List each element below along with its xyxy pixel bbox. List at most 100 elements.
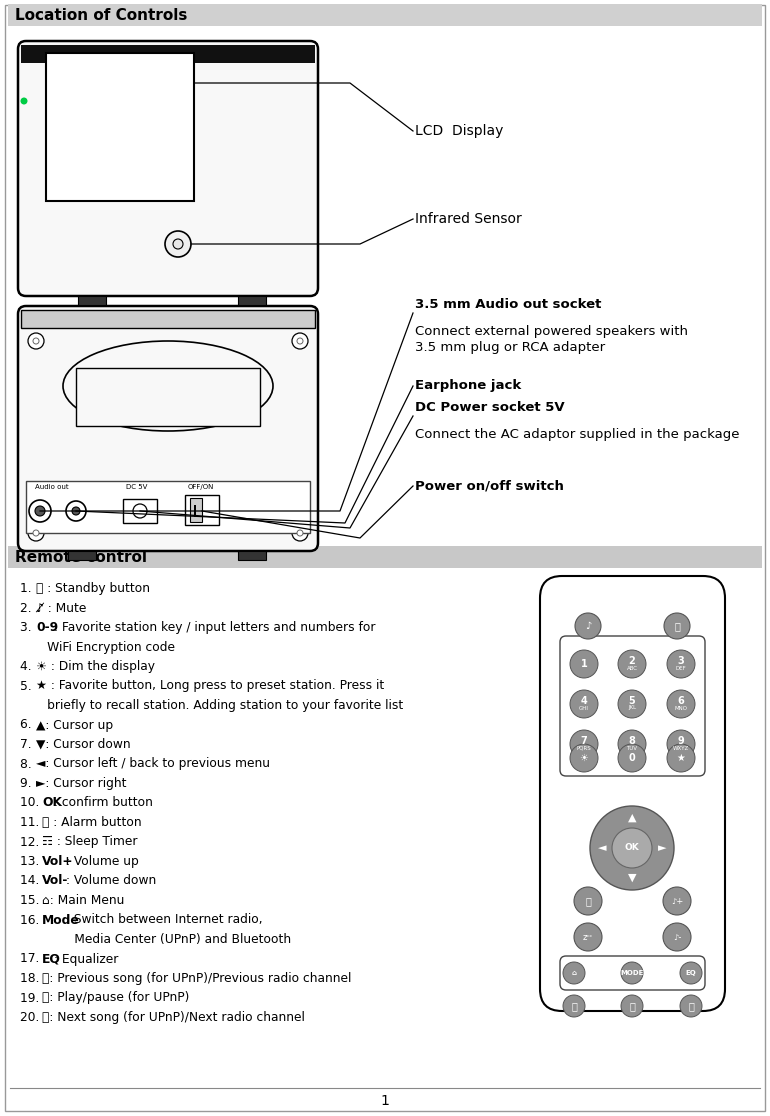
Text: 19.: 19.	[20, 991, 43, 1004]
Text: 8.: 8.	[20, 758, 35, 770]
Text: ◄: Cursor left / back to previous menu: ◄: Cursor left / back to previous menu	[36, 758, 270, 770]
Bar	[190, 498, 202, 522]
Text: ▼: Cursor down: ▼: Cursor down	[36, 738, 131, 751]
Circle shape	[667, 690, 695, 718]
Circle shape	[21, 97, 28, 105]
Text: TUV: TUV	[627, 745, 638, 750]
Text: 7: 7	[581, 735, 588, 745]
Text: ⏭: Next song (for UPnP)/Next radio channel: ⏭: Next song (for UPnP)/Next radio chann…	[42, 1011, 305, 1024]
Text: ◄: ◄	[598, 843, 606, 853]
Text: : Switch between Internet radio,: : Switch between Internet radio,	[66, 914, 263, 926]
Circle shape	[618, 730, 646, 758]
Text: 13.: 13.	[20, 855, 43, 868]
Text: 20.: 20.	[20, 1011, 43, 1024]
Text: ⏰ : Alarm button: ⏰ : Alarm button	[42, 816, 142, 829]
Bar	[8, 4, 762, 26]
Text: : Favorite station key / input letters and numbers for: : Favorite station key / input letters a…	[55, 620, 376, 634]
Text: ▼: ▼	[628, 873, 636, 883]
Text: ♪-: ♪-	[673, 933, 681, 942]
Circle shape	[292, 333, 308, 349]
Circle shape	[574, 887, 602, 915]
Circle shape	[618, 650, 646, 679]
Bar	[21, 45, 315, 62]
Circle shape	[29, 500, 51, 522]
Circle shape	[173, 239, 183, 249]
Circle shape	[35, 506, 45, 516]
Bar	[76, 368, 260, 426]
Circle shape	[664, 613, 690, 639]
Text: 9.: 9.	[20, 777, 35, 790]
Text: ☀: ☀	[580, 753, 588, 763]
Text: ►: Cursor right: ►: Cursor right	[36, 777, 127, 790]
Circle shape	[570, 744, 598, 772]
Text: 0-9: 0-9	[36, 620, 59, 634]
Text: 1: 1	[581, 660, 588, 668]
Text: 16.: 16.	[20, 914, 43, 926]
Text: : Volume down: : Volume down	[66, 875, 156, 887]
Circle shape	[28, 333, 44, 349]
Text: ⏮: ⏮	[571, 1001, 577, 1011]
Text: DC 5V: DC 5V	[126, 484, 147, 490]
Text: EQ: EQ	[42, 952, 61, 965]
Text: 15.: 15.	[20, 894, 43, 907]
Text: 18.: 18.	[20, 972, 43, 985]
Text: MNO: MNO	[675, 705, 688, 711]
Text: 1: 1	[380, 1094, 390, 1108]
Circle shape	[66, 501, 86, 521]
Circle shape	[667, 730, 695, 758]
Text: 7.: 7.	[20, 738, 35, 751]
Text: 3.: 3.	[20, 620, 35, 634]
Text: ☀ : Dim the display: ☀ : Dim the display	[36, 660, 156, 673]
Circle shape	[590, 806, 674, 889]
Text: ABC: ABC	[627, 665, 638, 671]
Text: 0: 0	[628, 753, 635, 763]
Text: ⏰: ⏰	[585, 896, 591, 906]
Circle shape	[570, 650, 598, 679]
Text: ▲: Cursor up: ▲: Cursor up	[36, 719, 114, 731]
Circle shape	[667, 744, 695, 772]
Bar	[78, 296, 106, 305]
FancyBboxPatch shape	[540, 576, 725, 1011]
Text: ⏻: ⏻	[674, 620, 680, 631]
Text: 1.: 1.	[20, 583, 35, 595]
Text: ⏻ : Standby button: ⏻ : Standby button	[36, 583, 150, 595]
Bar	[46, 52, 194, 201]
Text: Remote control: Remote control	[15, 549, 147, 565]
Text: DC Power socket 5V: DC Power socket 5V	[415, 401, 564, 414]
Text: 11.: 11.	[20, 816, 43, 829]
Text: ⌂: Main Menu: ⌂: Main Menu	[42, 894, 125, 907]
Circle shape	[133, 504, 147, 518]
Text: ►: ►	[658, 843, 666, 853]
Bar	[68, 551, 96, 560]
Text: PQRS: PQRS	[577, 745, 591, 750]
Text: Connect external powered speakers with: Connect external powered speakers with	[415, 325, 688, 338]
Text: DEF: DEF	[675, 665, 686, 671]
Circle shape	[72, 507, 80, 514]
Text: 3.5 mm Audio out socket: 3.5 mm Audio out socket	[415, 298, 601, 311]
Text: 17.: 17.	[20, 952, 43, 965]
Text: MODE: MODE	[621, 970, 644, 976]
Bar	[123, 499, 157, 523]
Text: 2: 2	[628, 656, 635, 666]
Text: Mode: Mode	[42, 914, 80, 926]
Text: JKL: JKL	[628, 705, 636, 711]
Text: Infrared Sensor: Infrared Sensor	[415, 212, 522, 227]
Text: 12.: 12.	[20, 836, 43, 848]
Circle shape	[297, 338, 303, 344]
Circle shape	[621, 962, 643, 984]
Text: : Equalizer: : Equalizer	[54, 952, 119, 965]
Text: ⏯: Play/pause (for UPnP): ⏯: Play/pause (for UPnP)	[42, 991, 189, 1004]
Text: EQ: EQ	[685, 970, 696, 976]
Text: 6.: 6.	[20, 719, 35, 731]
Circle shape	[165, 231, 191, 257]
Text: Vol+: Vol+	[42, 855, 73, 868]
Text: 4: 4	[581, 696, 588, 706]
Text: ⏮: Previous song (for UPnP)/Previous radio channel: ⏮: Previous song (for UPnP)/Previous rad…	[42, 972, 351, 985]
Circle shape	[297, 530, 303, 536]
Text: Media Center (UPnP) and Bluetooth: Media Center (UPnP) and Bluetooth	[20, 933, 291, 946]
Text: WXYZ: WXYZ	[673, 745, 689, 750]
Bar	[185, 496, 219, 525]
Text: ⏯: ⏯	[629, 1001, 635, 1011]
Circle shape	[33, 530, 39, 536]
Bar	[26, 481, 310, 533]
